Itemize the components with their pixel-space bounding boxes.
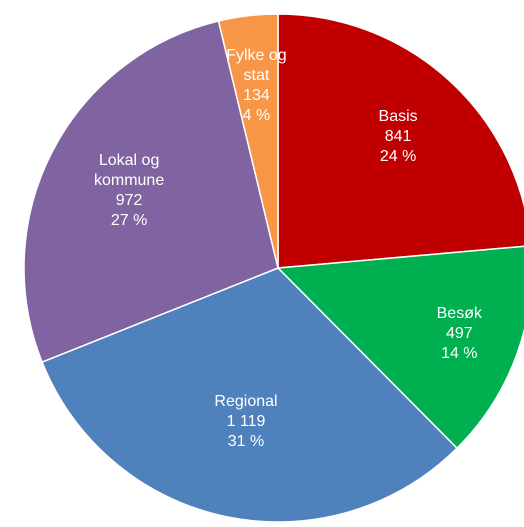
slice-label: Basis 841 24 % — [348, 107, 448, 167]
slice-label: Regional 1 119 31 % — [196, 392, 296, 452]
slice-name: Besøk — [436, 305, 482, 323]
slice-percent: 31 % — [227, 433, 265, 451]
pie-slice — [276, 245, 524, 450]
slice-value: 1 119 — [226, 413, 266, 431]
pie-slice — [217, 13, 279, 269]
slice-percent: 24 % — [379, 147, 417, 165]
slice-name: Basis — [378, 107, 418, 125]
slice-percent: 14 % — [441, 345, 478, 363]
slice-name: Lokal og kommune — [93, 151, 165, 189]
slice-percent: 27 % — [110, 211, 148, 229]
slice-label: Besøk 497 14 % — [409, 304, 509, 364]
slice-name: Regional — [214, 393, 278, 411]
slice-name: Fylke og stat — [226, 47, 287, 85]
slice-value: 841 — [384, 127, 412, 145]
slice-value: 972 — [115, 191, 143, 209]
slice-value: 134 — [243, 87, 270, 105]
pie-slice — [277, 13, 524, 269]
slice-label: Lokal og kommune 972 27 % — [79, 151, 179, 231]
slice-label: Fylke og stat 134 4 % — [225, 46, 287, 126]
slice-percent: 4 % — [242, 107, 271, 125]
slice-value: 497 — [445, 325, 473, 343]
pie-slice — [41, 267, 459, 523]
pie-slice — [23, 20, 279, 364]
